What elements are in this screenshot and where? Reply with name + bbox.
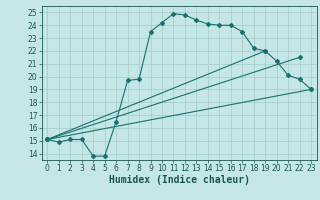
X-axis label: Humidex (Indice chaleur): Humidex (Indice chaleur) [109, 175, 250, 185]
